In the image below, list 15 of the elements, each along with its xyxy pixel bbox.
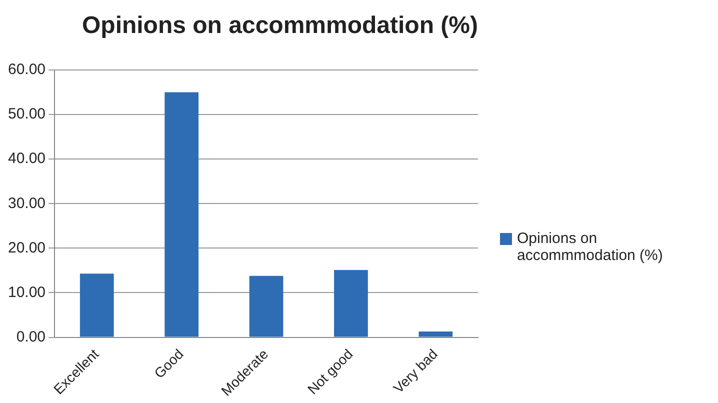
x-tick-label: Very bad <box>390 346 441 396</box>
bar <box>164 92 199 337</box>
y-tick-label: 40.00 <box>8 150 46 168</box>
y-tick-label: 60.00 <box>8 61 46 78</box>
bar <box>80 274 114 337</box>
y-tick-label: 30.00 <box>8 194 46 212</box>
y-tick-label: 10.00 <box>8 284 46 301</box>
y-tick-label: 20.00 <box>8 239 46 256</box>
chart-title: Opinions on accommmodation (%) <box>80 12 479 40</box>
y-tick-label: 0.00 <box>16 328 46 346</box>
legend-label: Opinions on accommmodation (%) <box>517 230 664 264</box>
bar <box>334 270 368 337</box>
y-tick-label: 50.00 <box>8 106 46 123</box>
bar <box>418 332 453 337</box>
bar <box>249 276 284 337</box>
